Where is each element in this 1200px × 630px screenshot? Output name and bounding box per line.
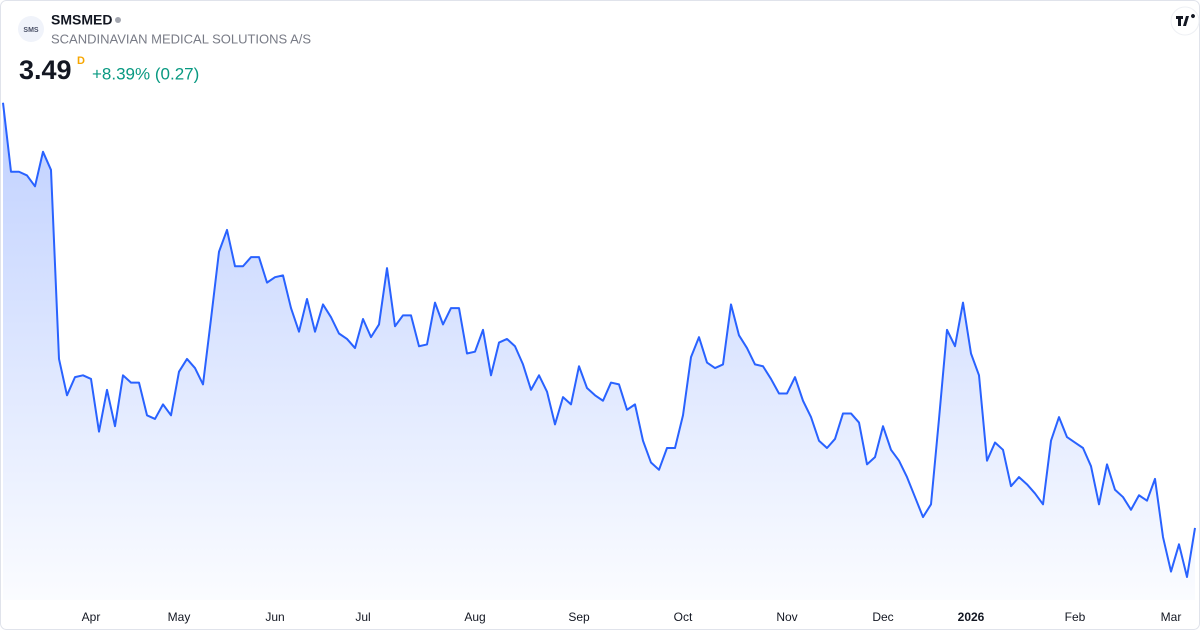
change: +8.39% (0.27): [92, 64, 199, 83]
x-tick-label: Apr: [82, 610, 101, 624]
x-tick-label: Nov: [776, 610, 797, 624]
x-tick-label: Dec: [872, 610, 893, 624]
price: 3.49: [19, 55, 72, 85]
x-tick-label: Sep: [568, 610, 590, 624]
x-tick-label: May: [168, 610, 191, 624]
x-tick-label: Mar: [1161, 610, 1182, 624]
logo-text: SMS: [23, 27, 39, 34]
company-name: SCANDINAVIAN MEDICAL SOLUTIONS A/S: [51, 31, 311, 46]
symbol: SMSMED: [51, 12, 112, 28]
x-tick-label: Jul: [355, 610, 370, 624]
tv-logo: [1170, 6, 1200, 36]
x-tick-label: 2026: [958, 610, 985, 624]
plot-area: [2, 102, 1196, 600]
status-dot: [115, 17, 121, 23]
x-tick-label: Aug: [464, 610, 485, 624]
logo: [18, 16, 44, 42]
x-tick-label: Jun: [265, 610, 284, 624]
interval: D: [77, 55, 85, 67]
x-tick-label: Feb: [1065, 610, 1086, 624]
area-fill: [3, 102, 1195, 600]
price-line: [2, 102, 1196, 579]
x-tick-label: Oct: [674, 610, 693, 624]
